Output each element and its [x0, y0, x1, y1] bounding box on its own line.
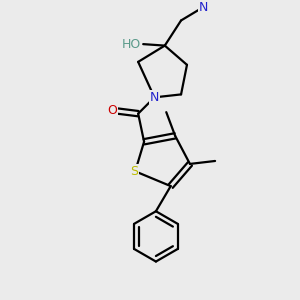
- Text: HO: HO: [122, 38, 141, 51]
- Text: N: N: [150, 91, 159, 104]
- Text: O: O: [107, 104, 117, 117]
- Text: S: S: [130, 165, 138, 178]
- Text: N: N: [199, 1, 208, 13]
